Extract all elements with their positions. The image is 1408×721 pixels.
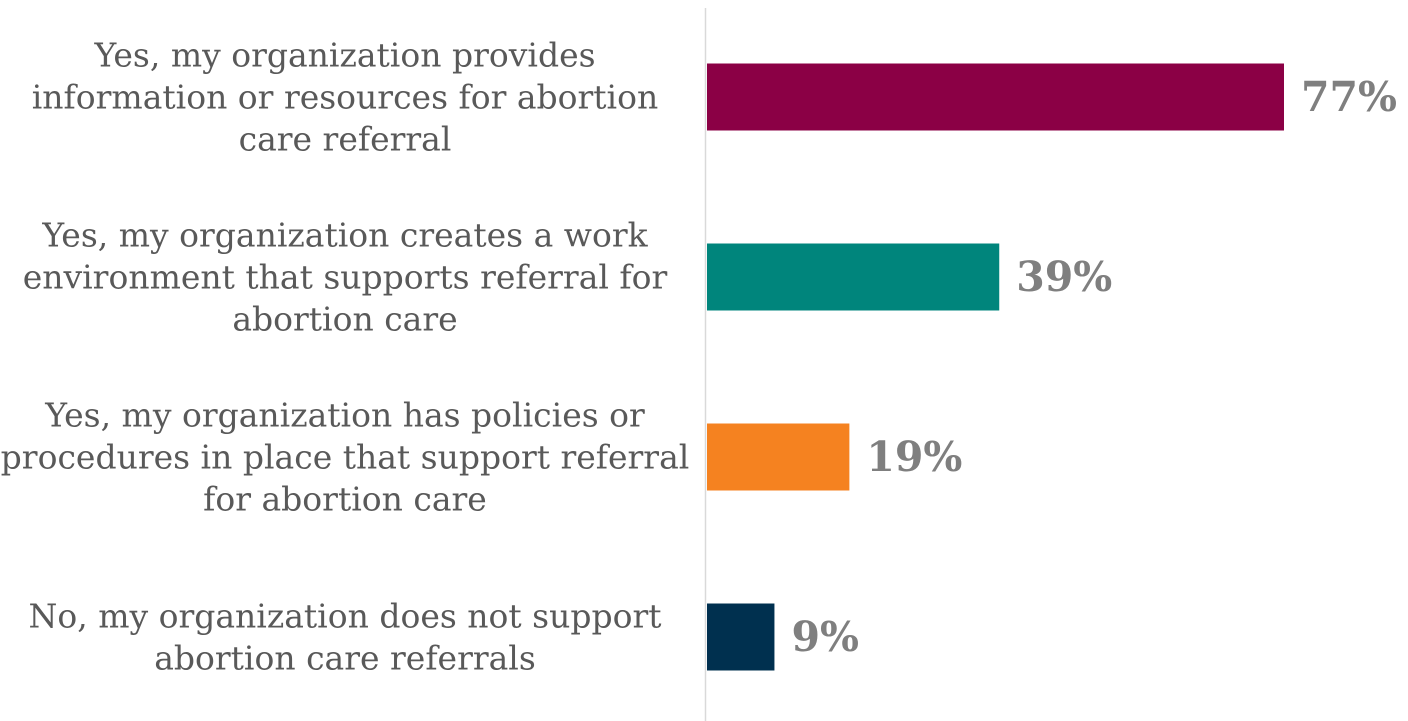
- bar-4: [707, 603, 775, 671]
- value-label-2: 39%: [1016, 253, 1112, 301]
- bar-2: [707, 243, 1000, 311]
- bar-3: [707, 423, 850, 491]
- category-label-4: No, my organization does not support abor…: [28, 597, 661, 678]
- category-label-line: environment that supports referral for: [23, 258, 668, 297]
- category-label-line: care referral: [239, 120, 452, 159]
- category-label-3: Yes, my organization has policies or proc…: [1, 396, 690, 519]
- value-label-1: 77%: [1301, 73, 1397, 121]
- bars-group: [707, 63, 1284, 671]
- value-label-4: 9%: [791, 613, 859, 661]
- category-label-line: abortion care referrals: [154, 639, 536, 678]
- category-labels-group: Yes, my organization provides information…: [1, 36, 690, 678]
- bar-1: [707, 63, 1284, 131]
- category-label-line: information or resources for abortion: [32, 78, 658, 117]
- category-label-line: procedures in place that support referra…: [1, 438, 690, 477]
- category-label-line: for abortion care: [203, 480, 487, 519]
- value-label-3: 19%: [866, 433, 962, 481]
- category-label-line: Yes, my organization has policies or: [44, 396, 645, 435]
- category-label-2: Yes, my organization creates a work envir…: [23, 216, 668, 339]
- category-label-line: Yes, my organization provides: [93, 36, 595, 75]
- category-label-line: abortion care: [232, 300, 457, 339]
- value-labels-group: 77% 39% 19% 9%: [791, 73, 1397, 661]
- category-label-1: Yes, my organization provides information…: [32, 36, 658, 159]
- category-label-line: Yes, my organization creates a work: [41, 216, 648, 255]
- category-label-line: No, my organization does not support: [28, 597, 661, 636]
